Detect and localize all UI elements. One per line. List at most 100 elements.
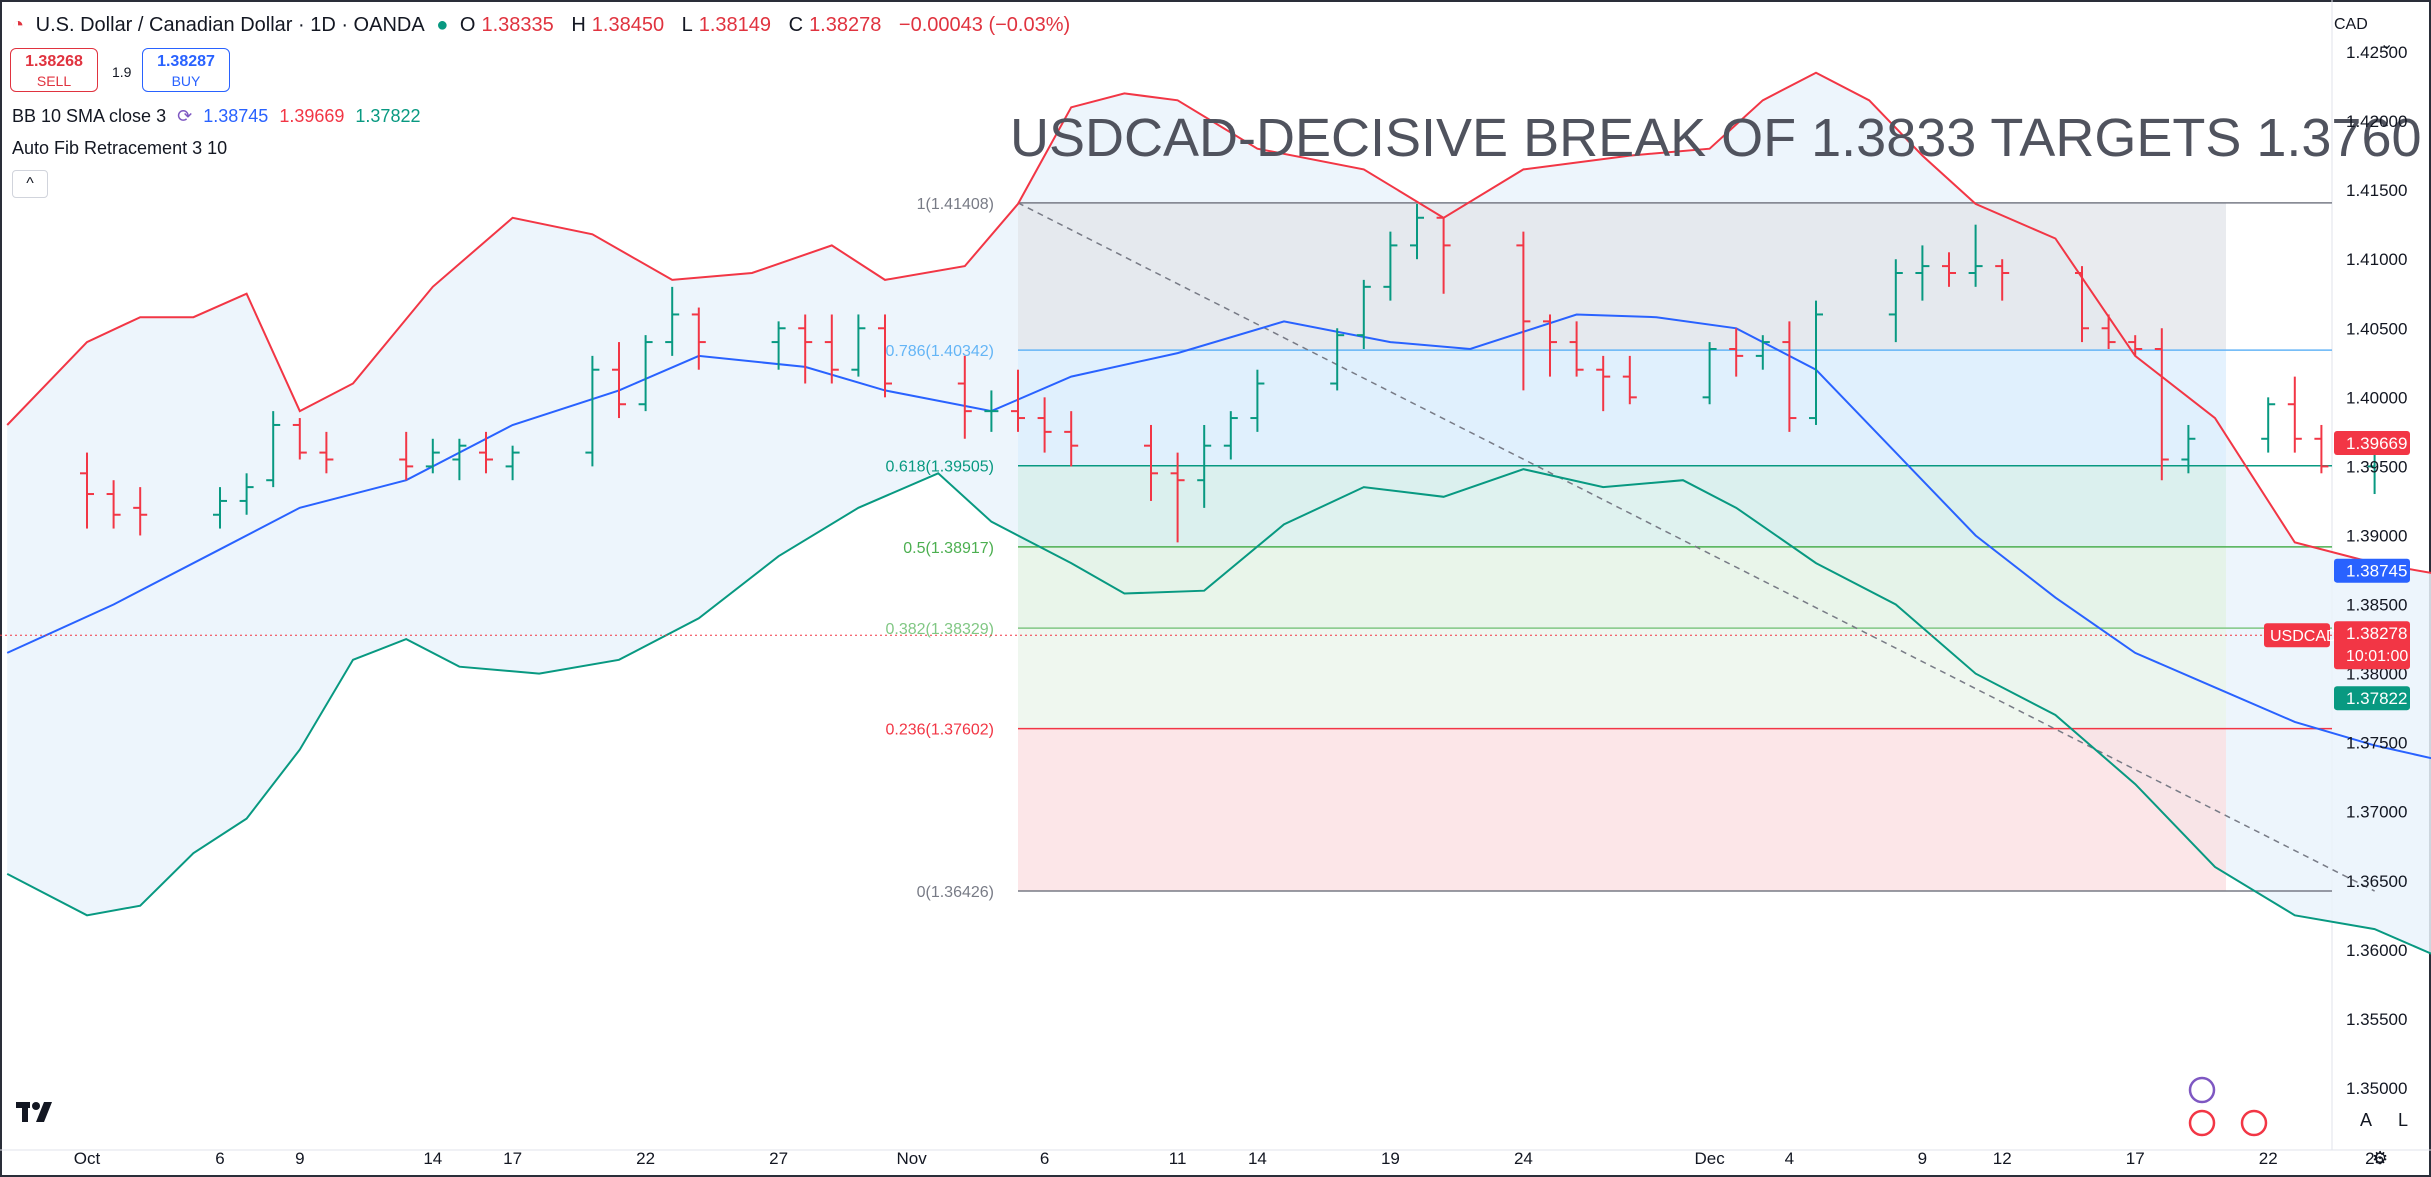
x-tick-label: 14	[423, 1149, 442, 1168]
ohlc-bar	[1729, 328, 1744, 377]
ohlc-bar	[1622, 355, 1637, 405]
ohlc-bar	[1144, 424, 1158, 501]
ohlc-bar	[2101, 314, 2116, 349]
x-tick-label: 22	[636, 1149, 655, 1168]
x-tick-label: 4	[1785, 1149, 1794, 1168]
x-tick-label: 6	[1040, 1149, 1049, 1168]
x-tick-label: 6	[215, 1149, 224, 1168]
fib-zone	[1018, 546, 2226, 629]
ohlc-bar	[585, 355, 600, 467]
auto-scale-button[interactable]: A	[2360, 1110, 2373, 1130]
ohlc-bar	[1543, 314, 1557, 377]
gear-icon[interactable]: ⚙	[2372, 1148, 2389, 1168]
ohlc-bar	[425, 438, 440, 474]
ohlc-bar	[2287, 376, 2302, 453]
y-tick-label: 1.35000	[2346, 1079, 2407, 1098]
ohlc-bar	[638, 335, 653, 412]
ohlc-bar	[1755, 335, 1770, 370]
ohlc-bar	[824, 314, 839, 384]
ohlc-bar	[957, 355, 972, 439]
fib-label: Auto Fib Retracement 3 10	[12, 138, 228, 158]
fib-level-label: 0.5(1.38917)	[903, 540, 994, 557]
ohlc-bar	[1064, 411, 1079, 467]
price-badge-label: 1.39669	[2346, 434, 2407, 453]
symbol-badge-label: USDCAD	[2270, 628, 2338, 645]
ohlc-bar	[452, 438, 467, 481]
ohlc-bar	[213, 487, 227, 529]
ohlc-bar	[292, 418, 307, 460]
close-value: 1.38278	[809, 14, 882, 36]
low-label: L	[681, 14, 693, 36]
ohlc-bar	[1782, 321, 1797, 432]
ohlc-bar	[665, 286, 680, 356]
ohlc-bar	[878, 314, 892, 398]
ohlc-bar	[399, 431, 414, 481]
ohlc-bar	[1942, 252, 1956, 287]
ohlc-bar	[1702, 342, 1717, 405]
last-price-label: 1.38278	[2346, 624, 2407, 643]
y-tick-label: 1.37000	[2346, 803, 2407, 822]
x-tick-label: 9	[295, 1149, 304, 1168]
y-tick-label: 1.36000	[2346, 941, 2407, 960]
fib-legend[interactable]: Auto Fib Retracement 3 10	[12, 138, 233, 159]
y-tick-label: 1.42000	[2346, 112, 2407, 131]
ohlc-bar	[1888, 259, 1903, 343]
fib-zone	[1018, 728, 2226, 892]
y-tick-label: 1.39500	[2346, 457, 2407, 476]
y-tick-label: 1.36500	[2346, 872, 2407, 891]
bb-basis-value: 1.38745	[203, 106, 269, 126]
x-tick-label: 12	[1993, 1149, 2012, 1168]
symbol-title[interactable]: U.S. Dollar / Canadian Dollar · 1D · OAN…	[35, 14, 425, 36]
symbol-legend: ◔ U.S. Dollar / Canadian Dollar · 1D · O…	[12, 14, 1076, 37]
refresh-icon[interactable]: ⟳	[177, 106, 193, 126]
fib-trend-line	[1017, 202, 2375, 892]
fib-level-label: 0.786(1.40342)	[885, 343, 994, 360]
ohlc-bar	[1809, 300, 1823, 425]
bb-label: BB 10 SMA close 3	[12, 106, 167, 126]
x-tick-label: 17	[503, 1149, 522, 1168]
x-tick-label: Nov	[896, 1149, 927, 1168]
y-tick-label: 1.39000	[2346, 526, 2407, 545]
economic-event-icon	[2240, 1109, 2268, 1137]
currency-selector[interactable]: CAD ⌄	[2334, 16, 2431, 54]
ohlc-bar	[80, 452, 94, 529]
buy-price: 1.38287	[157, 53, 215, 70]
ohlc-bar	[2128, 335, 2143, 356]
x-tick-label: 27	[769, 1149, 788, 1168]
fib-level-label: 0.236(1.37602)	[885, 722, 994, 739]
economic-event-icon	[2188, 1109, 2216, 1137]
open-label: O	[459, 14, 476, 36]
ohlc-bar	[798, 314, 813, 384]
buy-button[interactable]: 1.38287 BUY	[142, 48, 230, 92]
ohlc-bar	[479, 431, 493, 474]
ohlc-bar	[1516, 231, 1531, 391]
low-value: 1.38149	[698, 14, 772, 36]
sell-price: 1.38268	[25, 53, 83, 70]
symbol-icon: ◔	[12, 14, 25, 36]
price-badge	[2334, 431, 2410, 456]
bb-legend[interactable]: BB 10 SMA close 3 ⟳ 1.38745 1.39669 1.37…	[12, 106, 426, 127]
spread-value: 1.9	[112, 64, 132, 80]
market-status-icon: ●	[436, 14, 449, 36]
ohlc-bar	[851, 314, 866, 377]
y-tick-label: 1.41500	[2346, 181, 2407, 200]
currency-label: CAD	[2334, 16, 2368, 33]
price-badge	[2334, 686, 2410, 711]
ohlc-bar	[1170, 452, 1185, 543]
ohlc-bar	[1037, 397, 1052, 453]
y-tick-label: 1.37500	[2346, 734, 2407, 753]
collapse-legend-button[interactable]: ^	[12, 170, 48, 198]
bollinger-lower-line	[6, 468, 2431, 955]
ohlc-bar	[1383, 231, 1398, 301]
log-scale-button[interactable]: L	[2398, 1110, 2409, 1130]
ohlc-bar	[1410, 203, 1424, 260]
ohlc-bar	[319, 431, 334, 474]
x-tick-label: 24	[1514, 1149, 1533, 1168]
tradingview-logo-icon[interactable]	[16, 1100, 60, 1129]
ohlc-bar	[2261, 397, 2276, 453]
ohlc-bar	[1223, 411, 1238, 460]
y-tick-label: 1.40000	[2346, 388, 2407, 407]
sell-button[interactable]: 1.38268 SELL	[10, 48, 98, 92]
